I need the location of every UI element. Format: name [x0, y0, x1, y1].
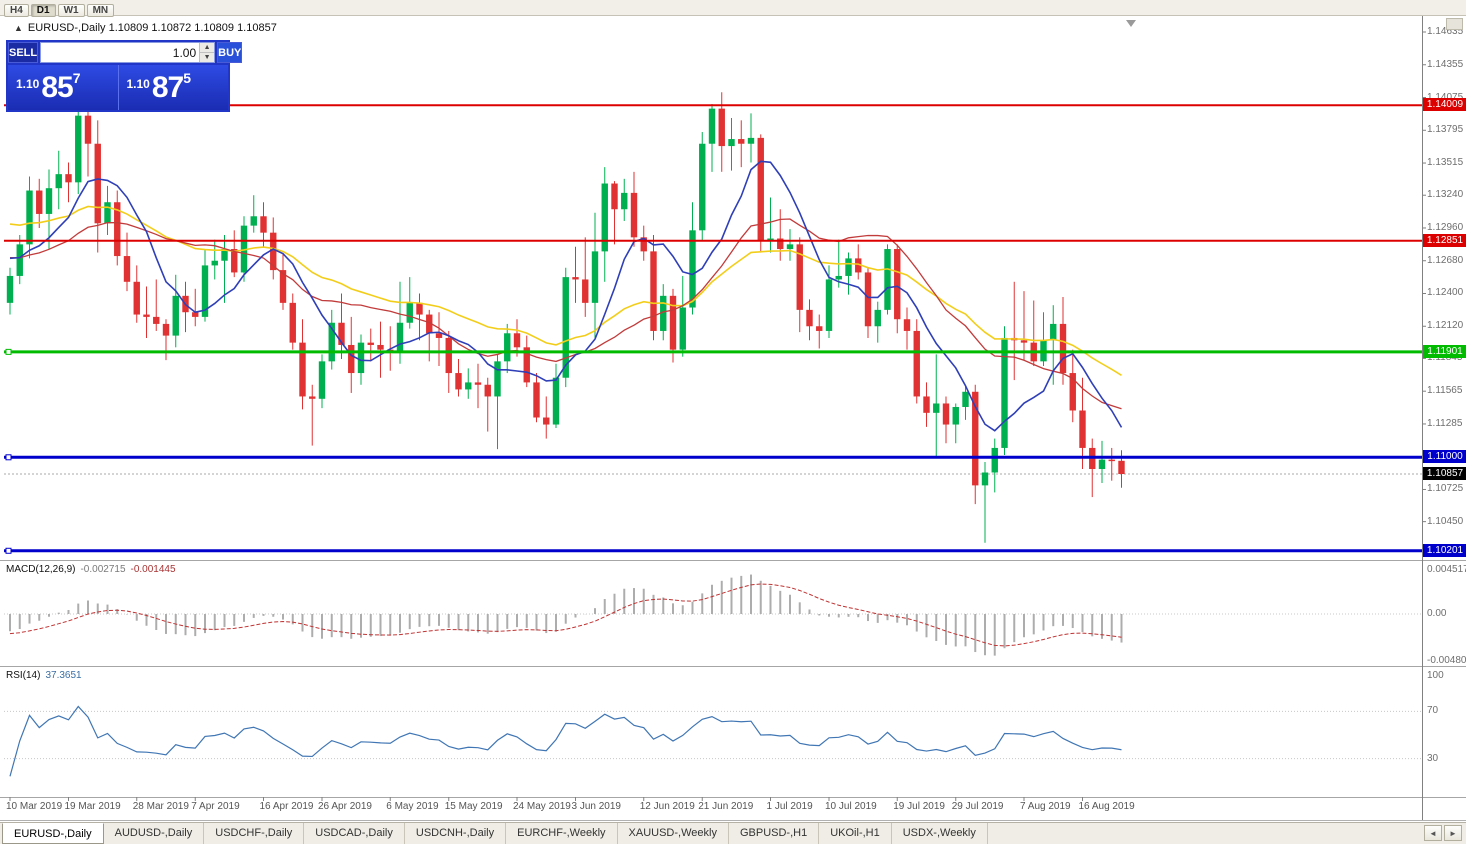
line-selection-handle[interactable]	[5, 454, 12, 461]
chart-shift-marker-icon[interactable]	[1126, 20, 1136, 27]
axis-corner-box	[1446, 18, 1463, 30]
macd-value-main: -0.002715	[80, 564, 126, 575]
chart-tabs: EURUSD-,Daily AUDUSD-,Daily USDCHF-,Daily U…	[2, 823, 988, 844]
macd-name: MACD(12,26,9)	[6, 564, 76, 575]
volume-down-button[interactable]: ▼	[200, 53, 215, 62]
sell-price[interactable]: 1.10857	[8, 65, 118, 110]
tab-scroll-right-button[interactable]: ►	[1444, 825, 1462, 841]
rsi-value: 37.3651	[45, 670, 82, 681]
line-selection-handle[interactable]	[5, 348, 12, 355]
chart-tab-xauusd-weekly[interactable]: XAUUSD-,Weekly	[618, 823, 729, 844]
chart-tab-eurusd-daily[interactable]: EURUSD-,Daily	[2, 823, 104, 844]
chart-background	[0, 16, 1466, 822]
chart-ohlc-values: 1.10809 1.10872 1.10809 1.10857	[108, 22, 277, 34]
chart-tab-usdx-weekly[interactable]: USDX-,Weekly	[892, 823, 988, 844]
chart-tab-usdcnh-daily[interactable]: USDCNH-,Daily	[405, 823, 507, 844]
sell-price-main: 85	[41, 71, 73, 104]
timeframe-button-d1[interactable]: D1	[30, 4, 56, 17]
buy-price-pip: 5	[183, 70, 192, 86]
timeframe-button-h4[interactable]: H4	[4, 4, 29, 17]
buy-price-main: 87	[151, 71, 184, 104]
chart-tab-audusd-daily[interactable]: AUDUSD-,Daily	[104, 823, 205, 844]
chart-tab-usdchf-daily[interactable]: USDCHF-,Daily	[204, 823, 305, 844]
rsi-name: RSI(14)	[6, 670, 41, 681]
trade-panel-toggle-icon[interactable]: ▲	[14, 23, 23, 33]
volume-input[interactable]	[41, 43, 200, 62]
ma-fast-line	[9, 160, 1123, 432]
candlesticks	[6, 92, 1125, 543]
chart-title: ▲ EURUSD-,Daily 1.10809 1.10872 1.10809 1…	[14, 22, 277, 34]
chart-tab-usdcad-daily[interactable]: USDCAD-,Daily	[304, 823, 405, 844]
volume-stepper: ▲ ▼	[40, 42, 216, 63]
buy-button[interactable]: BUY	[217, 42, 243, 63]
timeframe-toolbar: H4 D1 W1 MN	[0, 0, 1466, 17]
rsi-indicator-label: RSI(14) 37.3651	[6, 670, 82, 681]
macd-indicator-label: MACD(12,26,9) -0.002715 -0.001445	[6, 564, 176, 575]
chart-tab-gbpusd-h1[interactable]: GBPUSD-,H1	[729, 823, 820, 844]
sell-price-prefix: 1.10	[16, 77, 40, 91]
chart-symbol-period: EURUSD-,Daily	[27, 22, 106, 34]
one-click-trading-panel: SELL ▲ ▼ BUY 1.10857 1.10875	[6, 40, 243, 112]
line-selection-handle[interactable]	[5, 547, 12, 554]
macd-histogram	[9, 574, 1123, 656]
sell-button[interactable]: SELL	[8, 42, 39, 63]
tab-scroll-left-button[interactable]: ◄	[1424, 825, 1442, 841]
rsi-line	[9, 705, 1122, 777]
timeframe-button-w1[interactable]: W1	[57, 4, 85, 17]
macd-value-signal: -0.001445	[130, 564, 176, 575]
chart-tab-bar: EURUSD-,Daily AUDUSD-,Daily USDCHF-,Daily U…	[0, 822, 1466, 844]
volume-up-button[interactable]: ▲	[200, 43, 215, 53]
chart-tab-ukoil-h1[interactable]: UKOil-,H1	[819, 823, 892, 844]
ma-mid-line	[9, 218, 1122, 410]
sell-price-pip: 7	[72, 70, 81, 86]
chart-tab-eurchf-weekly[interactable]: EURCHF-,Weekly	[506, 823, 618, 844]
buy-price[interactable]: 1.10875	[117, 65, 229, 110]
timeframe-button-mn[interactable]: MN	[86, 4, 115, 17]
buy-price-prefix: 1.10	[126, 77, 150, 91]
